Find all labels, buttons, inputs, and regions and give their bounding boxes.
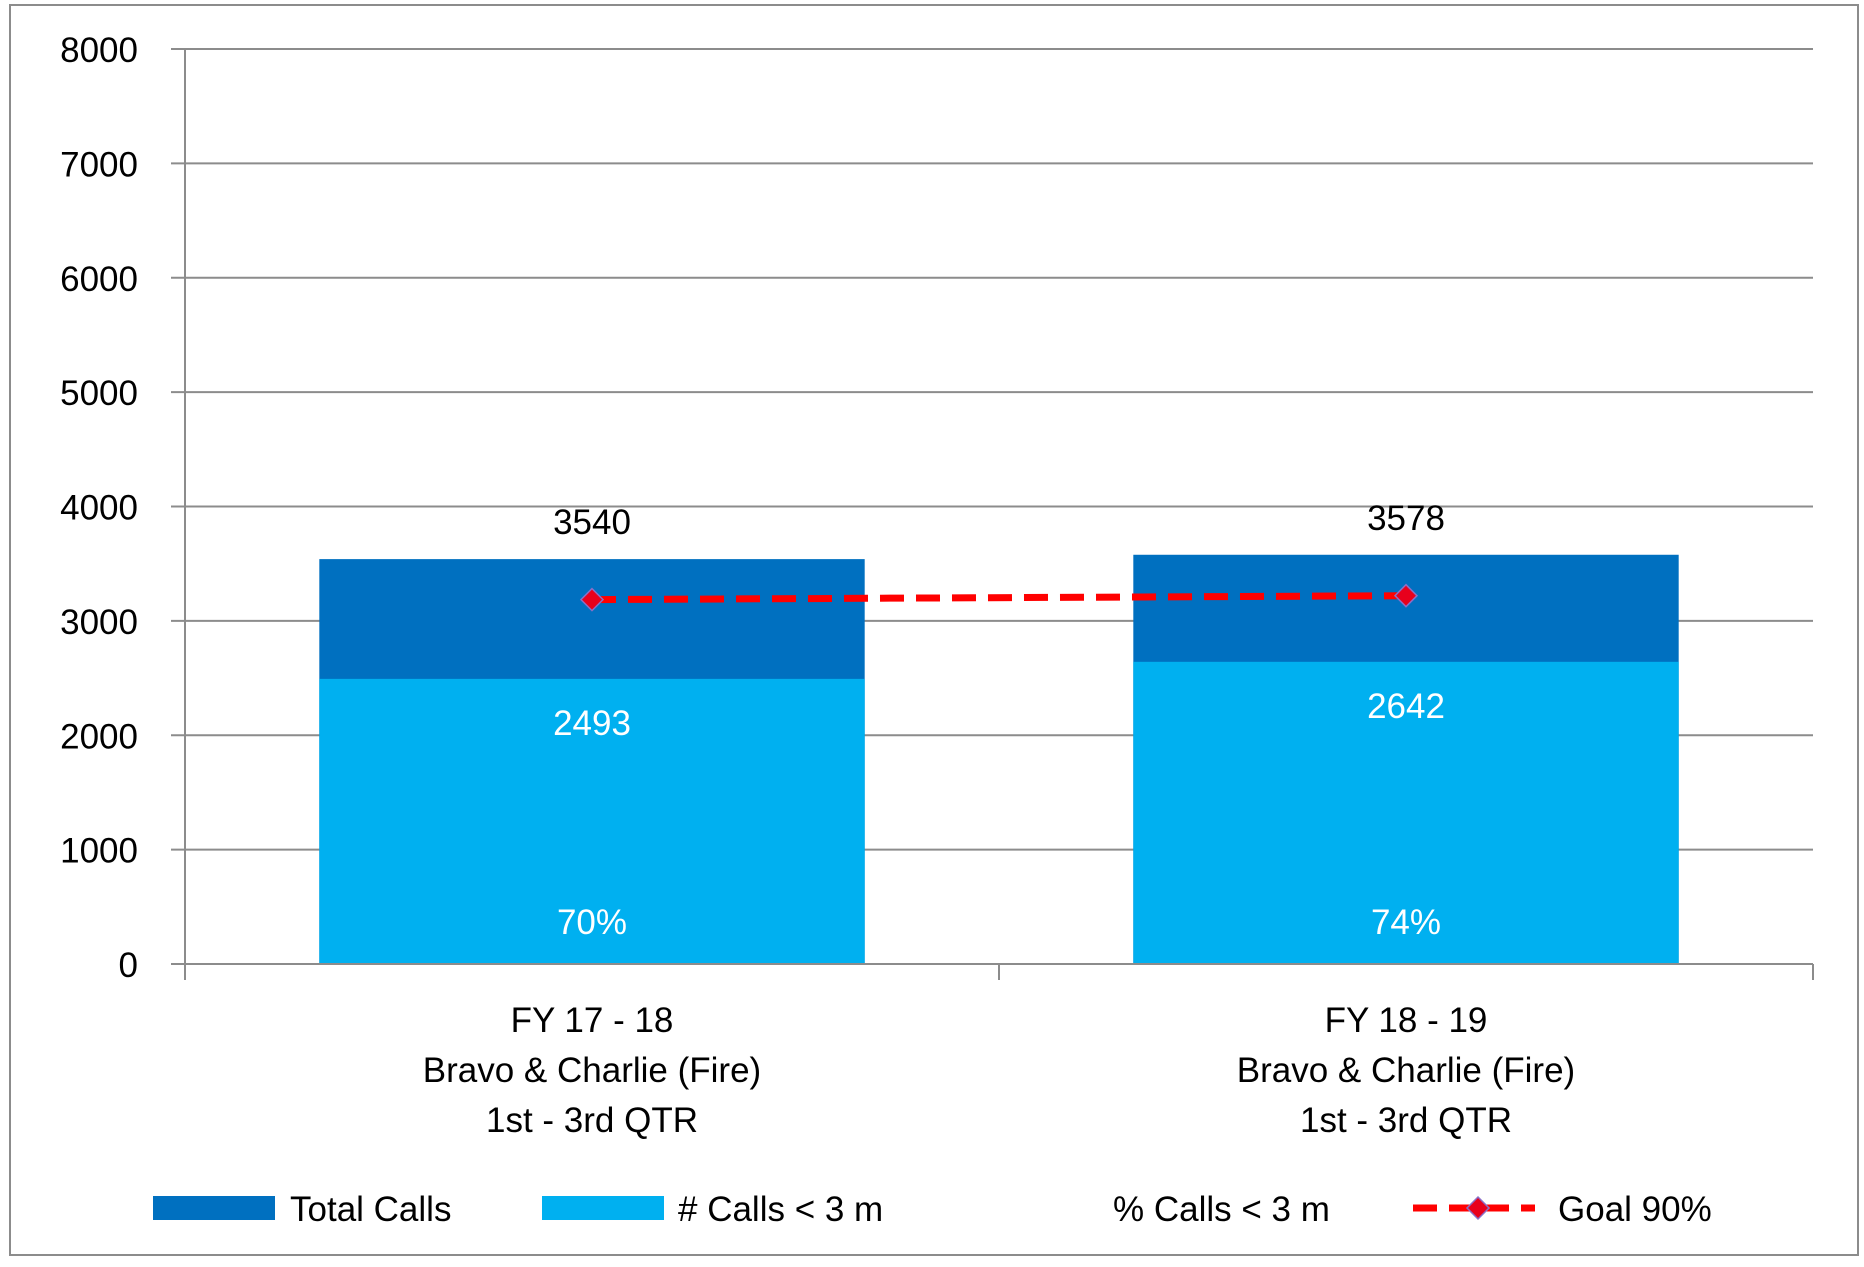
y-tick-label: 5000 [60, 374, 138, 413]
x-category-label: Bravo & Charlie (Fire) [1237, 1051, 1575, 1090]
bar-calls-under-3m [1133, 661, 1679, 964]
legend-swatch-total-calls [153, 1196, 275, 1220]
x-category-label: 1st - 3rd QTR [486, 1101, 698, 1140]
y-tick-label: 0 [119, 946, 138, 985]
legend-label-percent-under-3m: % Calls < 3 m [1113, 1190, 1330, 1229]
data-label-calls-under-3m: 2642 [1367, 687, 1445, 726]
bar-calls-under-3m [319, 678, 865, 964]
x-axis-labels: FY 17 - 18 Bravo & Charlie (Fire) 1st - 3r… [423, 1001, 1575, 1140]
x-category-label: 1st - 3rd QTR [1300, 1101, 1512, 1140]
y-tick-label: 1000 [60, 832, 138, 871]
goal-marker [1393, 583, 1419, 608]
goal-line-series [591, 592, 1407, 604]
legend-label-total-calls: Total Calls [290, 1190, 451, 1229]
y-tick-label: 4000 [60, 489, 138, 528]
y-tick-label: 7000 [60, 145, 138, 184]
data-label-percent-under-3m: 74% [1371, 903, 1441, 942]
y-tick-label: 8000 [60, 31, 138, 70]
goal-marker [579, 587, 605, 612]
y-tick-label: 6000 [60, 260, 138, 299]
x-category-label: Bravo & Charlie (Fire) [423, 1051, 761, 1090]
bars [319, 554, 1679, 964]
legend-label-calls-under-3m: # Calls < 3 m [678, 1190, 883, 1229]
axes: 0 1000 2000 3000 4000 5000 6000 7000 8000 [60, 31, 1814, 985]
legend-label-swatch-calls-under-3m [542, 1196, 664, 1220]
goal-line [579, 583, 1419, 612]
legend-label-goal: Goal 90% [1558, 1190, 1712, 1229]
y-tick-label: 3000 [60, 603, 138, 642]
legend-swatch-goal-marker [1465, 1195, 1491, 1221]
data-label-total-calls: 3540 [553, 503, 631, 542]
y-tick-label: 2000 [60, 717, 138, 756]
x-category-label: FY 18 - 19 [1325, 1001, 1488, 1040]
x-category-label: FY 17 - 18 [511, 1001, 674, 1040]
data-labels: 3540 2493 70% 3578 2642 74% [553, 499, 1445, 942]
data-label-percent-under-3m: 70% [557, 903, 627, 942]
data-label-calls-under-3m: 2493 [553, 704, 631, 743]
data-label-total-calls: 3578 [1367, 499, 1445, 538]
legend: Total Calls # Calls < 3 m % Calls < 3 m Goa… [153, 1190, 1712, 1229]
